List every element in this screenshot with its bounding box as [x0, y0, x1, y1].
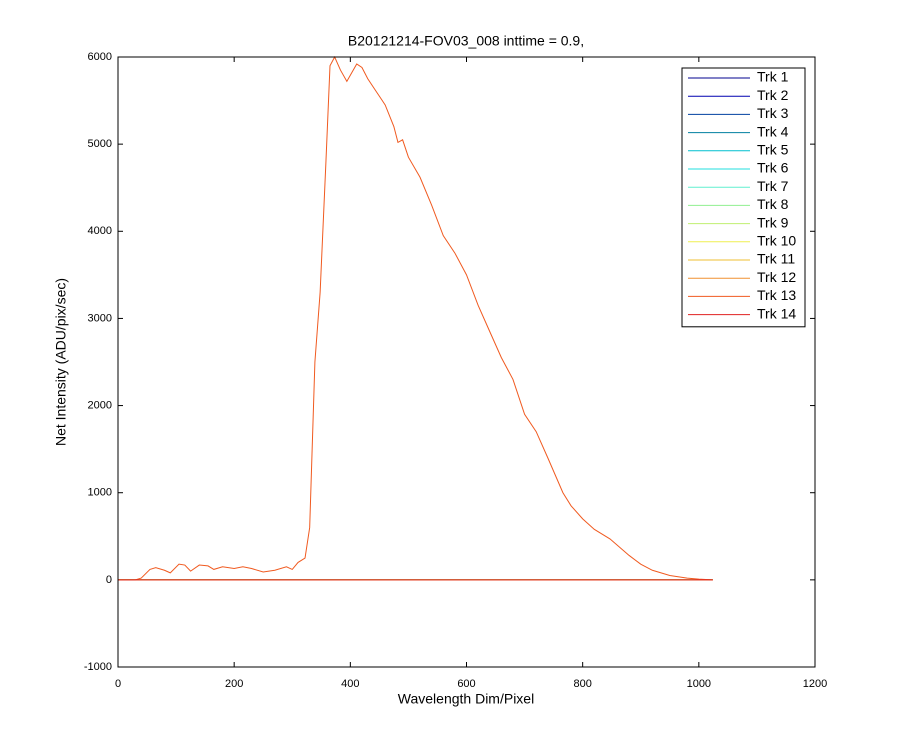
x-tick-label: 1000	[687, 678, 711, 690]
x-tick-label: 600	[457, 678, 475, 690]
x-tick-label: 400	[341, 678, 359, 690]
legend-label: Trk 11	[757, 251, 795, 267]
y-tick-label: 3000	[88, 312, 112, 324]
axes-box	[117, 56, 816, 668]
chart-title: B20121214-FOV03_008 inttime = 0.9,	[348, 33, 584, 49]
legend-label: Trk 1	[757, 69, 789, 85]
x-tick-label: 1200	[803, 678, 827, 690]
legend-label: Trk 3	[757, 105, 789, 121]
x-tick-label: 0	[115, 678, 121, 690]
legend-label: Trk 8	[757, 196, 789, 212]
x-axis-label: Wavelength Dim/Pixel	[398, 691, 534, 707]
legend-label: Trk 5	[757, 142, 789, 158]
x-tick-label: 800	[573, 678, 591, 690]
legend-label: Trk 7	[757, 178, 789, 194]
legend-label: Trk 6	[757, 160, 789, 176]
legend-label: Trk 2	[757, 87, 789, 103]
legend-label: Trk 9	[757, 214, 789, 230]
y-tick-label: 0	[106, 574, 112, 586]
y-tick-label: 1000	[88, 487, 112, 499]
legend-label: Trk 12	[757, 269, 796, 285]
legend-box	[681, 67, 806, 328]
y-tick-label: 4000	[88, 225, 112, 237]
series-line	[118, 55, 713, 581]
y-tick-label: -1000	[84, 661, 112, 673]
legend-label: Trk 13	[757, 287, 796, 303]
y-tick-label: 6000	[88, 51, 112, 63]
legend-label: Trk 4	[757, 123, 789, 139]
legend-label: Trk 10	[757, 233, 796, 249]
x-tick-label: 200	[225, 678, 243, 690]
legend-label: Trk 14	[757, 305, 796, 321]
y-tick-label: 5000	[88, 138, 112, 150]
y-tick-label: 2000	[88, 399, 112, 411]
y-axis-label: Net Intensity (ADU/pix/sec)	[53, 278, 69, 446]
